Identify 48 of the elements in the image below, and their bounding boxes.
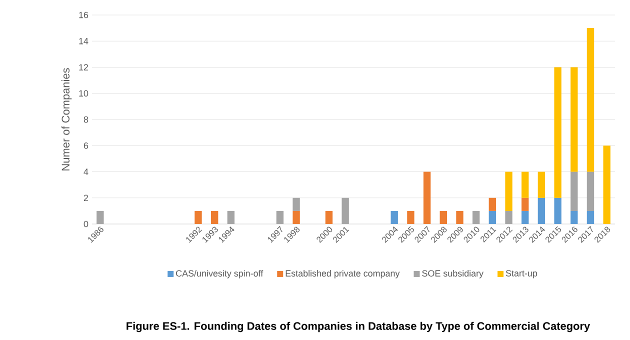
y-axis-title: Numer of Companies bbox=[61, 68, 72, 170]
bar bbox=[390, 210, 398, 224]
legend-label: Start-up bbox=[506, 270, 538, 278]
bar bbox=[538, 172, 546, 198]
bar bbox=[586, 210, 594, 224]
bar bbox=[456, 210, 464, 224]
bar bbox=[472, 210, 480, 224]
legend-label: SOE subsidiary bbox=[422, 270, 484, 278]
y-tick-label: 8 bbox=[84, 116, 88, 123]
y-tick-label: 12 bbox=[79, 64, 88, 70]
bar bbox=[342, 198, 349, 224]
bar bbox=[227, 210, 235, 224]
bar bbox=[603, 146, 610, 224]
legend-label: CAS/univesity spin-off bbox=[176, 270, 264, 278]
bar bbox=[96, 210, 104, 224]
bar bbox=[522, 172, 529, 198]
bar bbox=[554, 198, 562, 224]
y-tick-label: 0 bbox=[84, 220, 88, 228]
y-tick-label: 14 bbox=[79, 38, 88, 44]
bar bbox=[194, 210, 202, 224]
bar bbox=[292, 198, 300, 211]
bar bbox=[554, 67, 562, 198]
bar bbox=[570, 210, 578, 224]
bar bbox=[407, 210, 414, 224]
bar bbox=[210, 210, 218, 224]
bar bbox=[522, 210, 529, 224]
y-tick-label: 10 bbox=[79, 90, 88, 97]
bar bbox=[538, 198, 546, 224]
bar bbox=[440, 210, 447, 224]
bar bbox=[325, 210, 333, 224]
bar bbox=[423, 172, 431, 224]
bar bbox=[276, 210, 284, 224]
bar bbox=[488, 210, 496, 224]
bar bbox=[586, 172, 594, 211]
y-tick-label: 6 bbox=[84, 142, 88, 149]
bar bbox=[586, 28, 594, 172]
bar bbox=[505, 210, 512, 224]
bar bbox=[488, 198, 496, 211]
y-tick-label: 2 bbox=[84, 194, 88, 202]
bar bbox=[570, 172, 578, 211]
bar bbox=[570, 67, 578, 172]
bar bbox=[292, 210, 300, 224]
y-tick-label: 16 bbox=[79, 12, 88, 18]
bar bbox=[505, 172, 512, 211]
bar bbox=[522, 198, 529, 211]
text: Figure ES-1. Founding Dates of Companies in Database by Type of Commercial Category bbox=[126, 322, 590, 332]
y-tick-label: 4 bbox=[84, 168, 88, 175]
legend-label: Established private company bbox=[286, 270, 400, 278]
